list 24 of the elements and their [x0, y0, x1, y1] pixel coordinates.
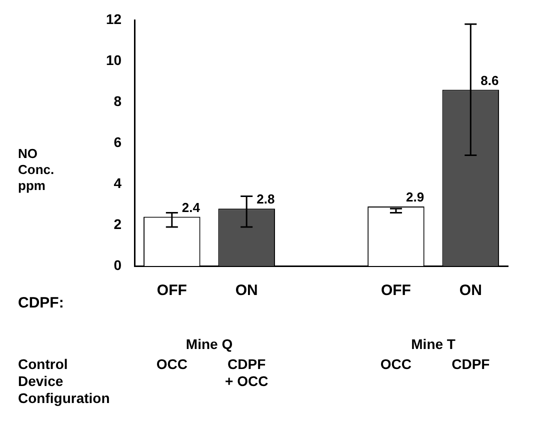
y-tick-label: 6	[114, 134, 122, 150]
x-tick-label: ON	[459, 282, 482, 300]
text: CDPF:	[18, 294, 64, 312]
x-tick-label: OFF	[156, 282, 187, 300]
data-label: 2.4	[182, 200, 201, 215]
x-tick-label: ON	[235, 282, 258, 300]
text: OCC	[156, 356, 188, 372]
data-label: 2.9	[406, 190, 424, 205]
y-tick-label: 4	[114, 174, 122, 191]
text: Control Device Configuration	[18, 356, 110, 406]
text: OCC	[380, 356, 412, 372]
y-tick-label: 2	[114, 216, 122, 232]
text: Mine Q	[186, 336, 233, 352]
text: CDPF + OCC	[225, 356, 268, 389]
text: CDPF	[452, 356, 490, 372]
y-tick-label: 10	[106, 52, 122, 68]
y-tick-label: 8	[114, 92, 122, 109]
y-axis-title: NO Conc. ppm	[18, 146, 54, 194]
x-tick-label: OFF	[380, 282, 411, 300]
y-tick-label: 12	[106, 10, 122, 27]
data-label: 2.8	[256, 192, 275, 207]
y-tick-label: 0	[114, 256, 122, 273]
text: Mine T	[411, 336, 456, 352]
data-label: 8.6	[480, 72, 499, 88]
